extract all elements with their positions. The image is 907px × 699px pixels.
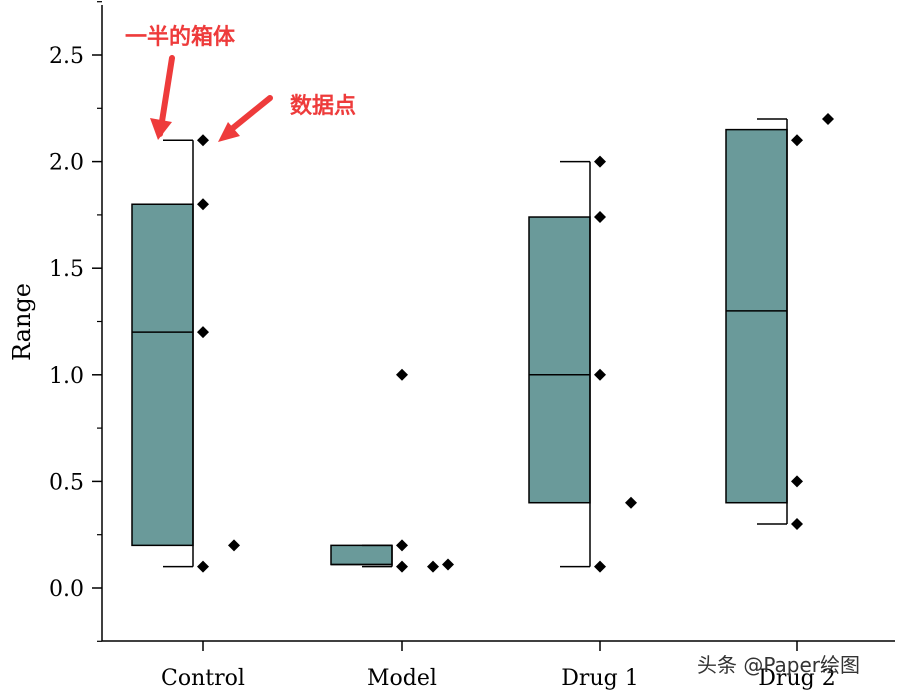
data-point-outlier <box>822 112 834 125</box>
annotation-half-box: 一半的箱体 <box>125 24 236 140</box>
y-tick-label: 2.0 <box>49 151 84 176</box>
data-point <box>197 326 209 339</box>
box-drug-1 <box>528 160 591 568</box>
data-point <box>594 368 606 381</box>
box-body <box>330 544 393 566</box>
data-point-outlier <box>625 496 637 509</box>
data-point <box>396 560 408 573</box>
boxes <box>131 118 788 568</box>
data-point <box>791 518 803 531</box>
annotation-half-box-label: 一半的箱体 <box>125 24 236 50</box>
data-point <box>791 475 803 488</box>
data-point <box>791 134 803 147</box>
annotation-half-box-arrowhead <box>150 118 172 140</box>
watermark: 头条 @Paper绘图 <box>697 653 860 677</box>
x-ticks: Control Model Drug 1 Drug 2 <box>161 641 836 691</box>
y-tick-label: 0.5 <box>49 470 84 495</box>
box-body <box>131 203 194 547</box>
data-point <box>197 198 209 211</box>
data-point-outlier <box>228 539 240 552</box>
box-drug-2 <box>725 118 788 525</box>
x-tick-label: Drug 1 <box>561 666 638 691</box>
box-body <box>725 128 788 504</box>
y-tick-label: 1.0 <box>49 364 84 389</box>
y-tick-label: 2.5 <box>49 44 84 69</box>
annotation-data-point-arrow <box>225 95 273 135</box>
data-point <box>396 368 408 381</box>
data-points <box>197 112 834 573</box>
y-axis-title: Range <box>8 283 36 361</box>
box-body <box>528 216 591 504</box>
annotation-data-point-label: 数据点 <box>290 93 356 119</box>
data-point <box>594 155 606 168</box>
y-ticks: 0.0 0.5 1.0 1.5 2.0 2.5 <box>49 1 102 642</box>
y-tick-label: 1.5 <box>49 257 84 282</box>
x-tick-label: Control <box>161 666 245 691</box>
x-tick-label: Model <box>367 666 437 691</box>
box-model <box>330 544 393 568</box>
data-point <box>594 560 606 573</box>
y-tick-label: 0.0 <box>49 577 84 602</box>
x-tick-label: Drug 2 <box>758 666 835 691</box>
data-point <box>197 134 209 147</box>
data-point <box>396 539 408 552</box>
data-point-outlier <box>442 558 454 571</box>
data-point <box>594 211 606 224</box>
data-point <box>197 560 209 573</box>
annotation-data-point: 数据点 <box>218 93 356 142</box>
annotation-data-point-arrowhead <box>218 122 240 142</box>
box-control <box>131 139 194 568</box>
data-point-outlier <box>427 560 439 573</box>
